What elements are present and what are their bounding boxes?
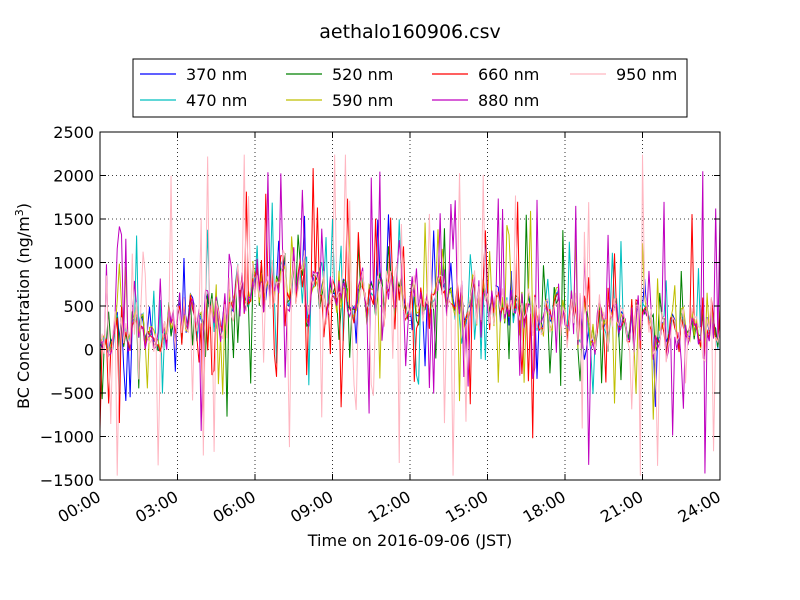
legend-label: 520 nm — [332, 65, 393, 84]
legend-label: 470 nm — [186, 91, 247, 110]
x-axis-label: Time on 2016-09-06 (JST) — [307, 531, 512, 550]
y-axis-label-tail: ) — [14, 203, 33, 209]
legend-label: 370 nm — [186, 65, 247, 84]
y-tick-label: −1000 — [40, 428, 94, 447]
y-tick-label: −1500 — [40, 471, 94, 490]
plot-frame — [99, 131, 721, 481]
series-lines — [99, 154, 721, 476]
series-line-880-nm — [99, 171, 721, 474]
y-axis-label-superscript: 3 — [13, 209, 26, 216]
y-axis-label-main: BC Concentration (ng/m — [14, 216, 33, 409]
chart-title: aethalo160906.csv — [319, 21, 501, 43]
legend-label: 880 nm — [478, 91, 539, 110]
y-tick-label: −500 — [50, 384, 94, 403]
legend-label: 590 nm — [332, 91, 393, 110]
y-tick-labels: 2500 2000 1500 1000 500 0 −500 −1000 −1500 — [40, 123, 94, 490]
y-tick-label: 1500 — [53, 210, 94, 229]
y-tick-label: 500 — [63, 297, 94, 316]
series-line-950-nm — [99, 154, 721, 476]
y-axis-label: BC Concentration (ng/m3) — [13, 203, 33, 409]
y-tick-label: 2500 — [53, 123, 94, 142]
y-tick-label: 0 — [84, 341, 94, 360]
legend-box — [132, 58, 688, 118]
y-tick-label: 1000 — [53, 254, 94, 273]
legend-label: 660 nm — [478, 65, 539, 84]
y-tick-label: 2000 — [53, 167, 94, 186]
legend: 370 nm 470 nm 520 nm 590 nm 660 nm 880 nm 950 … — [132, 58, 688, 118]
legend-label: 950 nm — [616, 65, 677, 84]
